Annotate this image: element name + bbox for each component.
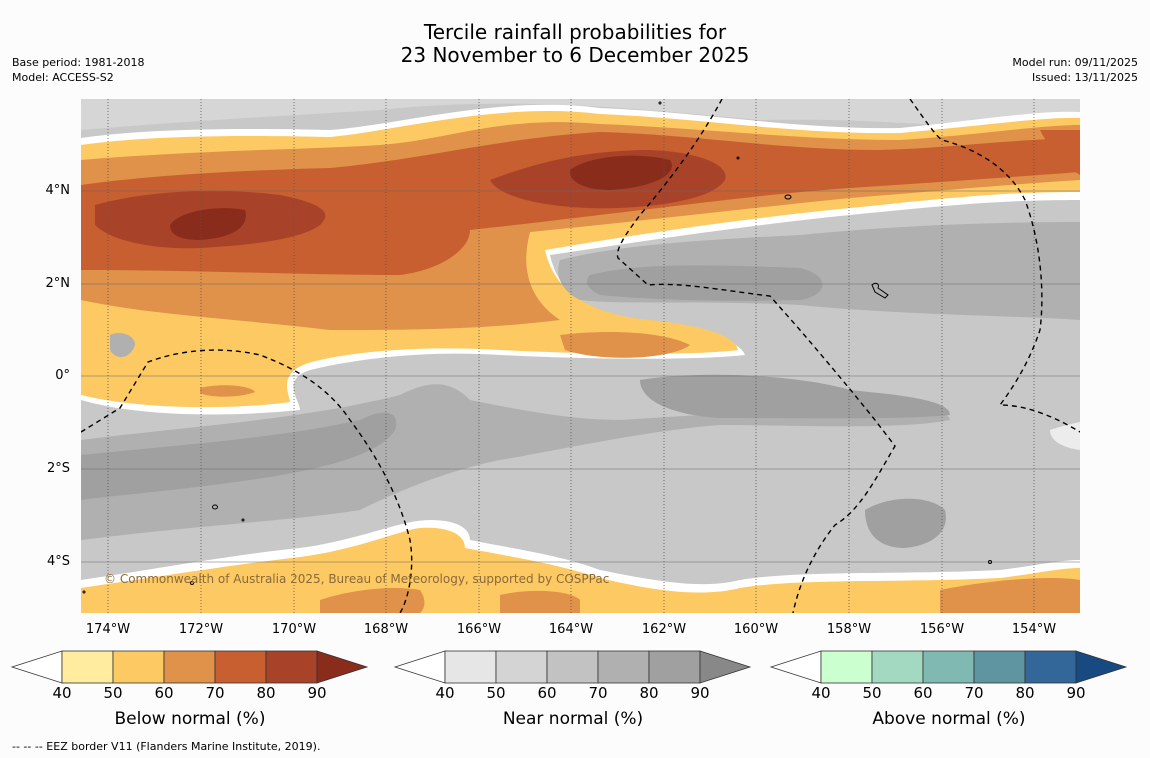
cbar-near-tick-90: 90 bbox=[690, 684, 710, 702]
map-plot-area bbox=[81, 99, 1080, 613]
colorbar-below-bin-80-90 bbox=[265, 650, 318, 684]
lon-tick-172w: 172°W bbox=[178, 622, 224, 637]
cbar-above-tick-50: 50 bbox=[862, 684, 882, 702]
meta-right: Model run: 09/11/2025 Issued: 13/11/2025 bbox=[1012, 55, 1138, 85]
issued-date: Issued: 13/11/2025 bbox=[1031, 71, 1138, 84]
lat-tick-4s: 4°S bbox=[46, 554, 70, 569]
cbar-below-tick-40: 40 bbox=[52, 684, 72, 702]
map-title-line2: 23 November to 6 December 2025 bbox=[400, 43, 750, 67]
lon-tick-162w: 162°W bbox=[641, 622, 687, 637]
below-normal-90-core-west bbox=[170, 208, 246, 240]
lat-tick-equator: 0° bbox=[55, 368, 70, 383]
colorbar-near-normal bbox=[393, 650, 752, 684]
base-period: Base period: 1981-2018 bbox=[12, 56, 145, 69]
colorbar-above-bin-50-60 bbox=[871, 650, 924, 684]
map-title-line1: Tercile rainfall probabilities for bbox=[423, 20, 727, 44]
lon-tick-170w: 170°W bbox=[271, 622, 317, 637]
colorbar-near-bin-40-50 bbox=[444, 650, 497, 684]
colorbar-near-bin-80-90 bbox=[648, 650, 701, 684]
cbar-below-tick-90: 90 bbox=[307, 684, 327, 702]
colorbar-near-arrow-right bbox=[699, 650, 752, 684]
near-normal-80-core-north bbox=[587, 265, 823, 301]
cbar-above-tick-80: 80 bbox=[1015, 684, 1035, 702]
eez-footnote: -- -- -- EEZ border V11 (Flanders Marine… bbox=[12, 740, 321, 753]
copyright-notice: © Commonwealth of Australia 2025, Bureau… bbox=[104, 572, 610, 586]
colorbar-below-bin-60-70 bbox=[163, 650, 216, 684]
below-normal-patch-equator bbox=[560, 332, 690, 358]
cbar-above-tick-60: 60 bbox=[913, 684, 933, 702]
colorbar-near-label: Near normal (%) bbox=[502, 709, 644, 729]
cbar-below-tick-70: 70 bbox=[205, 684, 225, 702]
lon-tick-158w: 158°W bbox=[826, 622, 872, 637]
colorbar-above-arrow-right bbox=[1075, 650, 1128, 684]
lon-tick-166w: 166°W bbox=[456, 622, 502, 637]
eez-border-lines bbox=[81, 99, 1080, 613]
cbar-near-tick-60: 60 bbox=[537, 684, 557, 702]
lon-tick-154w: 154°W bbox=[1011, 622, 1057, 637]
lon-tick-164w: 164°W bbox=[548, 622, 594, 637]
cbar-below-tick-50: 50 bbox=[103, 684, 123, 702]
below-normal-90-core-north bbox=[569, 155, 672, 190]
colorbar-above-bin-60-70 bbox=[922, 650, 975, 684]
below-normal-60-patch-south-east bbox=[940, 578, 1080, 613]
colorbar-near-bin-50-60 bbox=[495, 650, 548, 684]
cbar-near-tick-50: 50 bbox=[486, 684, 506, 702]
colorbar-below-normal bbox=[10, 650, 369, 684]
lat-tick-4n: 4°N bbox=[45, 183, 71, 198]
colorbar-above-label: Above normal (%) bbox=[872, 709, 1026, 729]
cbar-above-tick-70: 70 bbox=[964, 684, 984, 702]
lon-tick-160w: 160°W bbox=[733, 622, 779, 637]
near-normal-80-patch-southeast bbox=[865, 498, 946, 548]
below-normal-patch-west-equator bbox=[200, 385, 255, 397]
model-run: Model run: 09/11/2025 bbox=[1012, 56, 1138, 69]
colorbar-below-label: Below normal (%) bbox=[114, 709, 266, 729]
below-normal-60-patch-south-west bbox=[320, 588, 425, 613]
lon-tick-168w: 168°W bbox=[363, 622, 409, 637]
near-normal-north-band bbox=[81, 99, 1080, 135]
colorbar-above-arrow-left bbox=[769, 650, 822, 684]
lon-tick-156w: 156°W bbox=[919, 622, 965, 637]
lat-tick-2n: 2°N bbox=[45, 276, 71, 291]
below-normal-50-region-south bbox=[81, 527, 1080, 613]
island-outlines bbox=[82, 101, 992, 594]
model-name: Model: ACCESS-S2 bbox=[12, 71, 114, 84]
cbar-above-tick-40: 40 bbox=[811, 684, 831, 702]
colorbar-below-arrow-right bbox=[316, 650, 369, 684]
cbar-near-tick-40: 40 bbox=[435, 684, 455, 702]
below-normal-patch-east bbox=[1040, 130, 1080, 175]
colorbar-above-bin-80-90 bbox=[1024, 650, 1077, 684]
colorbar-below-bin-50-60 bbox=[112, 650, 165, 684]
cbar-below-tick-60: 60 bbox=[154, 684, 174, 702]
cbar-below-tick-80: 80 bbox=[256, 684, 276, 702]
cbar-above-tick-90: 90 bbox=[1066, 684, 1086, 702]
colorbar-above-normal bbox=[769, 650, 1128, 684]
near-normal-80-band-southwest bbox=[81, 412, 397, 500]
colorbar-near-bin-60-70 bbox=[546, 650, 599, 684]
colorbar-below-bin-70-80 bbox=[214, 650, 267, 684]
colorbar-below-bin-40-50 bbox=[61, 650, 114, 684]
near-normal-70-band-south bbox=[81, 384, 950, 540]
lat-tick-2s: 2°S bbox=[46, 461, 70, 476]
cbar-near-tick-70: 70 bbox=[588, 684, 608, 702]
lon-tick-174w: 174°W bbox=[85, 622, 131, 637]
near-normal-patch-west bbox=[110, 333, 135, 357]
colorbar-near-arrow-left bbox=[393, 650, 446, 684]
colorbar-above-bin-70-80 bbox=[973, 650, 1026, 684]
colorbar-near-bin-70-80 bbox=[597, 650, 650, 684]
latitude-gridlines bbox=[81, 190, 1080, 563]
below-normal-60-patch-south-center bbox=[500, 590, 580, 613]
near-normal-80-patch-center bbox=[640, 374, 950, 419]
meta-left: Base period: 1981-2018 Model: ACCESS-S2 bbox=[12, 55, 144, 85]
colorbar-below-arrow-left bbox=[10, 650, 63, 684]
cbar-near-tick-80: 80 bbox=[639, 684, 659, 702]
colorbar-above-bin-40-50 bbox=[820, 650, 873, 684]
near-normal-light-patch-east bbox=[1050, 422, 1080, 450]
